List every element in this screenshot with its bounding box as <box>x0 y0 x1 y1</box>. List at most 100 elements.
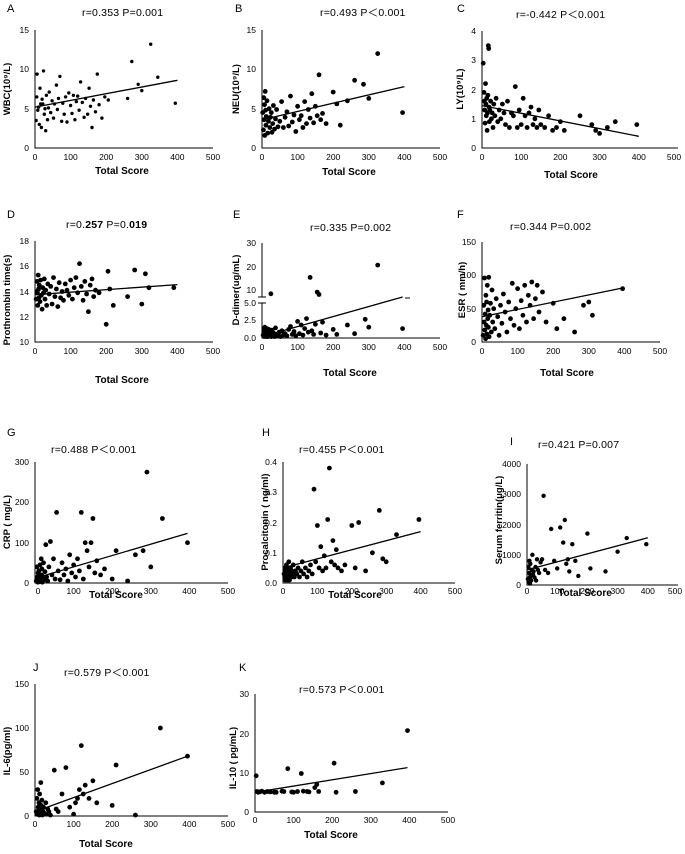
panel-d-point <box>68 277 73 283</box>
panel-b-point <box>298 113 304 119</box>
panel-j-point <box>113 762 119 768</box>
panel-f-point <box>543 319 549 325</box>
panel-b-point <box>316 72 322 78</box>
panel-d-point <box>77 261 82 267</box>
panel-c-ytick: 2 <box>471 85 476 95</box>
panel-b-point <box>261 95 267 101</box>
panel-b-point <box>268 110 274 115</box>
panel-k-ylabel: IL-10 ( pg/mL) <box>228 727 239 789</box>
panel-j-point <box>90 778 96 784</box>
panel-f-point <box>517 326 522 332</box>
panel-j-point <box>94 800 100 806</box>
panel-a-point <box>125 96 130 101</box>
panel-j-point <box>71 811 76 817</box>
panel-d-ylabel: Prothrombin time(s) <box>2 255 13 346</box>
panel-a-ytick: 15 <box>20 25 30 35</box>
panel-h-point <box>315 523 320 528</box>
panel-h-point <box>309 571 315 577</box>
panel-g-point <box>92 570 98 576</box>
panel-h-ytick: 0.0 <box>265 578 277 588</box>
panel-c-point <box>589 122 595 127</box>
panel-b-point <box>293 129 299 134</box>
panel-g-point <box>98 572 103 578</box>
panel-a-point <box>40 97 44 101</box>
panel-b-letter: B <box>235 3 242 15</box>
panel-g-axes <box>34 462 228 584</box>
panel-g-point <box>46 564 52 570</box>
panel-a-point <box>88 104 93 109</box>
panel-g-point <box>77 568 82 574</box>
panel-e-ytick: 20 <box>247 262 257 272</box>
panel-d-point <box>54 286 59 292</box>
panel-d-point <box>89 276 95 282</box>
panel-d-axes <box>34 241 213 343</box>
panel-a-point <box>56 96 61 101</box>
panel-b-point <box>263 122 269 128</box>
panel-a-point <box>149 42 153 46</box>
panel-k-point <box>353 789 358 794</box>
panel-b-point <box>314 113 320 119</box>
panel-e-point <box>273 325 278 331</box>
panel-g-point <box>48 539 53 544</box>
panel-e-axes <box>261 303 440 339</box>
panel-f-point <box>581 302 586 308</box>
panel-f-point <box>518 298 524 304</box>
panel-i-point <box>534 557 540 562</box>
panel-a-point <box>58 74 62 79</box>
panel-d-point <box>56 280 62 286</box>
panel-g-xtick: 500 <box>221 586 235 596</box>
panel-h-point <box>339 568 344 574</box>
panel-g-point <box>38 556 44 562</box>
panel-d-point <box>103 321 109 327</box>
panel-j-point <box>86 796 92 801</box>
panel-c-point <box>501 110 507 116</box>
panel-b-point <box>289 119 295 125</box>
panel-h-point <box>332 562 337 568</box>
panel-b-point <box>361 81 366 87</box>
panel-c-point <box>484 127 490 133</box>
panel-i-point <box>555 566 560 571</box>
panel-k-point <box>253 773 259 779</box>
panel-b-axes <box>261 30 440 149</box>
panel-d-point <box>64 287 70 293</box>
panel-h-point <box>301 571 306 577</box>
panel-i-point <box>644 542 649 547</box>
panel-f-point <box>486 324 491 330</box>
panel-c-point <box>524 125 530 130</box>
panel-k-ytick: 0 <box>244 807 249 817</box>
panel-a-point <box>76 94 80 98</box>
panel-j-point <box>51 767 57 773</box>
panel-e-point <box>375 262 381 268</box>
panel-k-plot <box>253 728 410 795</box>
panel-f-xtick: 300 <box>582 346 596 356</box>
panel-c-ytick: 4 <box>471 26 476 36</box>
panel-h-point <box>286 559 292 565</box>
panel-h-point <box>297 574 302 580</box>
panel-h-xtick: 200 <box>345 586 359 596</box>
panel-d-ytick: 16 <box>20 261 30 271</box>
panel-i-ytick: 4000 <box>502 459 521 469</box>
panel-a-point <box>37 122 41 127</box>
panel-a-point <box>55 107 60 112</box>
panel-d-point <box>125 294 130 299</box>
panel-i-point <box>533 578 539 583</box>
panel-g-point <box>90 516 96 521</box>
panel-d: D r=0.257 P=0.019 Prothrombin time(s) To… <box>2 209 220 386</box>
panel-g-point <box>125 578 130 584</box>
panel-i-point <box>576 573 581 579</box>
panel-f-point <box>522 282 528 288</box>
panel-f-point <box>524 319 529 325</box>
panel-g-point <box>82 540 88 546</box>
panel-g-point <box>140 548 146 554</box>
panel-c-point <box>516 107 522 113</box>
panel-i-point <box>573 558 578 563</box>
panel-d-point <box>87 282 93 288</box>
panel-k: K r=0.573 P＜0.001 IL-10 ( pg/mL) Total S… <box>228 662 455 841</box>
panel-i-point <box>570 542 575 547</box>
panel-i-ytick: 3000 <box>502 489 521 499</box>
panel-f-xtick: 0 <box>480 346 485 356</box>
panel-a-point <box>54 83 59 87</box>
panel-b-point <box>264 98 270 104</box>
panel-h-point <box>356 520 362 525</box>
panel-g-point <box>88 540 94 546</box>
